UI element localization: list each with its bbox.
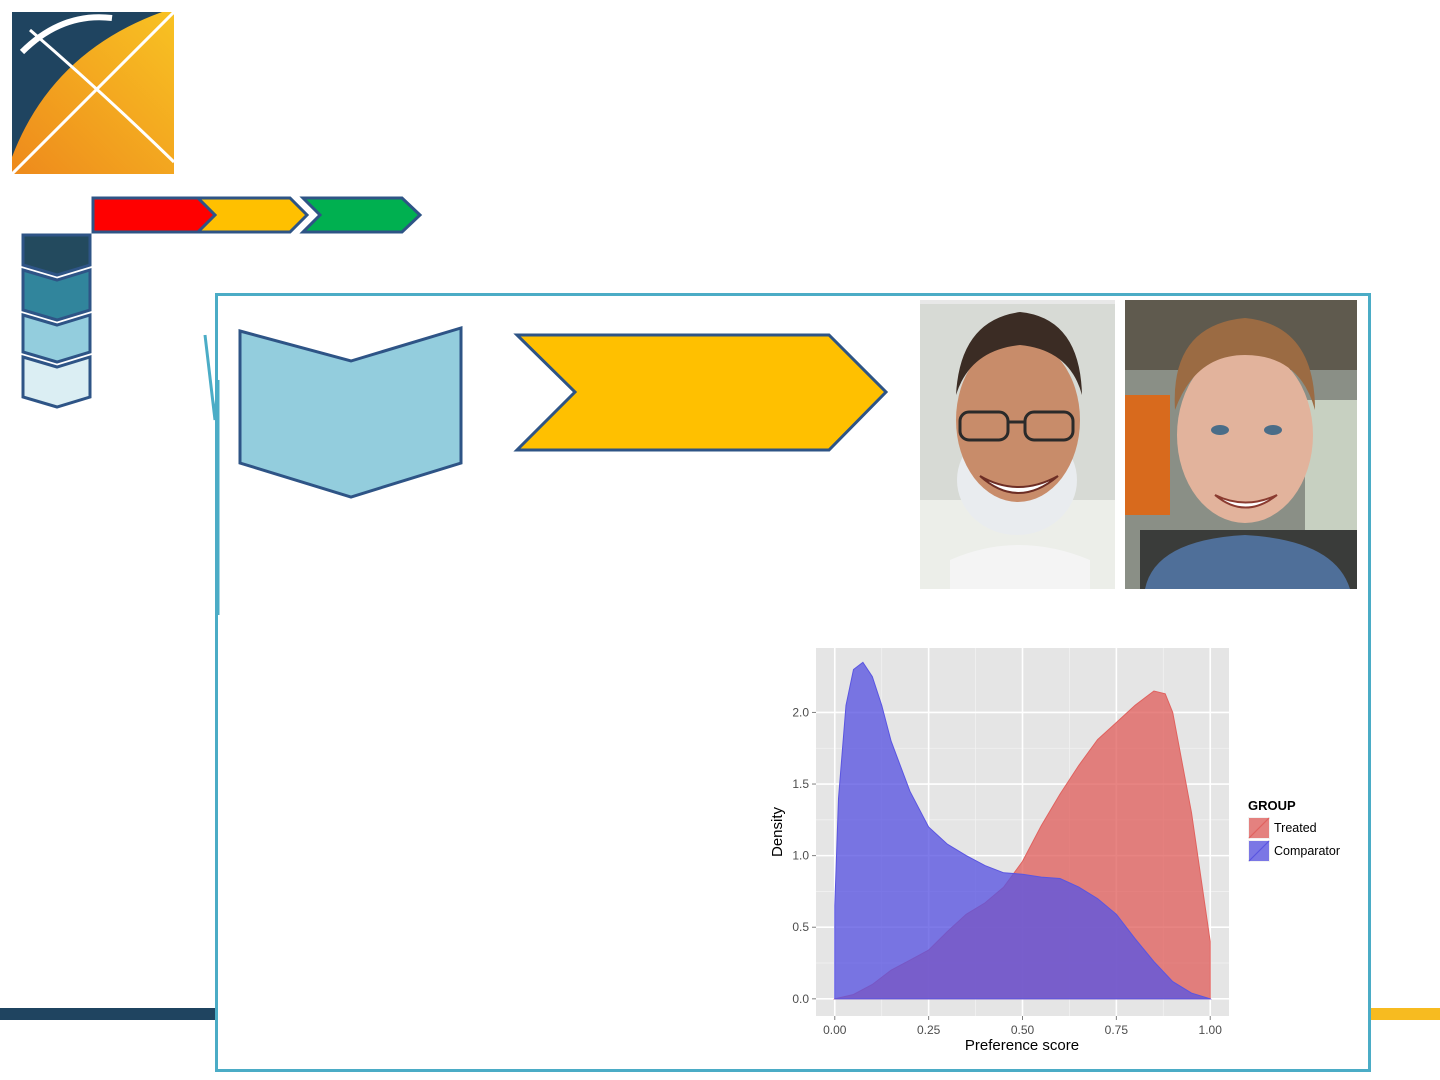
x-tick-label: 1.00 [1199, 1023, 1223, 1037]
chevron-2-icon [21, 267, 92, 322]
y-tick-label: 0.5 [792, 920, 809, 934]
x-tick-label: 0.50 [1011, 1023, 1035, 1037]
chevron-1-icon [21, 233, 92, 277]
legend-key-stroke [1248, 840, 1270, 862]
logo-icon [12, 12, 174, 174]
footer-bar-yellow [1368, 1008, 1440, 1020]
y-tick-label: 1.5 [792, 777, 809, 791]
photo-icon [920, 300, 1115, 589]
chevron-3-icon [21, 312, 92, 364]
x-tick-label: 0.00 [823, 1023, 847, 1037]
y-tick-label: 2.0 [792, 705, 809, 719]
footer-bar-dark [0, 1008, 216, 1020]
legend-label-treated: Treated [1274, 821, 1317, 835]
x-axis-label: Preference score [965, 1037, 1079, 1054]
y-axis-label: Density [769, 806, 786, 857]
photo-person-2 [1125, 300, 1357, 589]
callout-line [203, 334, 220, 615]
step-green-arrow-icon [299, 196, 423, 234]
yellow-arrow-icon [513, 333, 889, 452]
y-tick-label: 1.0 [792, 849, 809, 863]
photo-icon [1125, 300, 1357, 589]
preference-score-chart: 0.0 0.5 1.0 1.5 2.0 0.00 0.25 0.50 0.75 1.00 Pre… [769, 648, 1340, 1054]
step-yellow-arrow-icon [194, 196, 310, 234]
chevron-4-icon [21, 354, 92, 409]
vertical-chevrons [21, 233, 92, 409]
photo-person-1 [920, 300, 1115, 589]
y-tick-label: 0.0 [792, 992, 809, 1006]
light-blue-chevron-box [238, 325, 463, 499]
legend-label-comparator: Comparator [1274, 844, 1340, 858]
density-area-comparator [834, 661, 1212, 1000]
legend: GROUP Treated Comparator [1248, 798, 1340, 862]
x-tick-label: 0.25 [917, 1023, 941, 1037]
legend-key-stroke [1248, 817, 1270, 839]
x-tick-label: 0.75 [1105, 1023, 1129, 1037]
legend-title: GROUP [1248, 798, 1296, 813]
process-steps [91, 196, 423, 234]
